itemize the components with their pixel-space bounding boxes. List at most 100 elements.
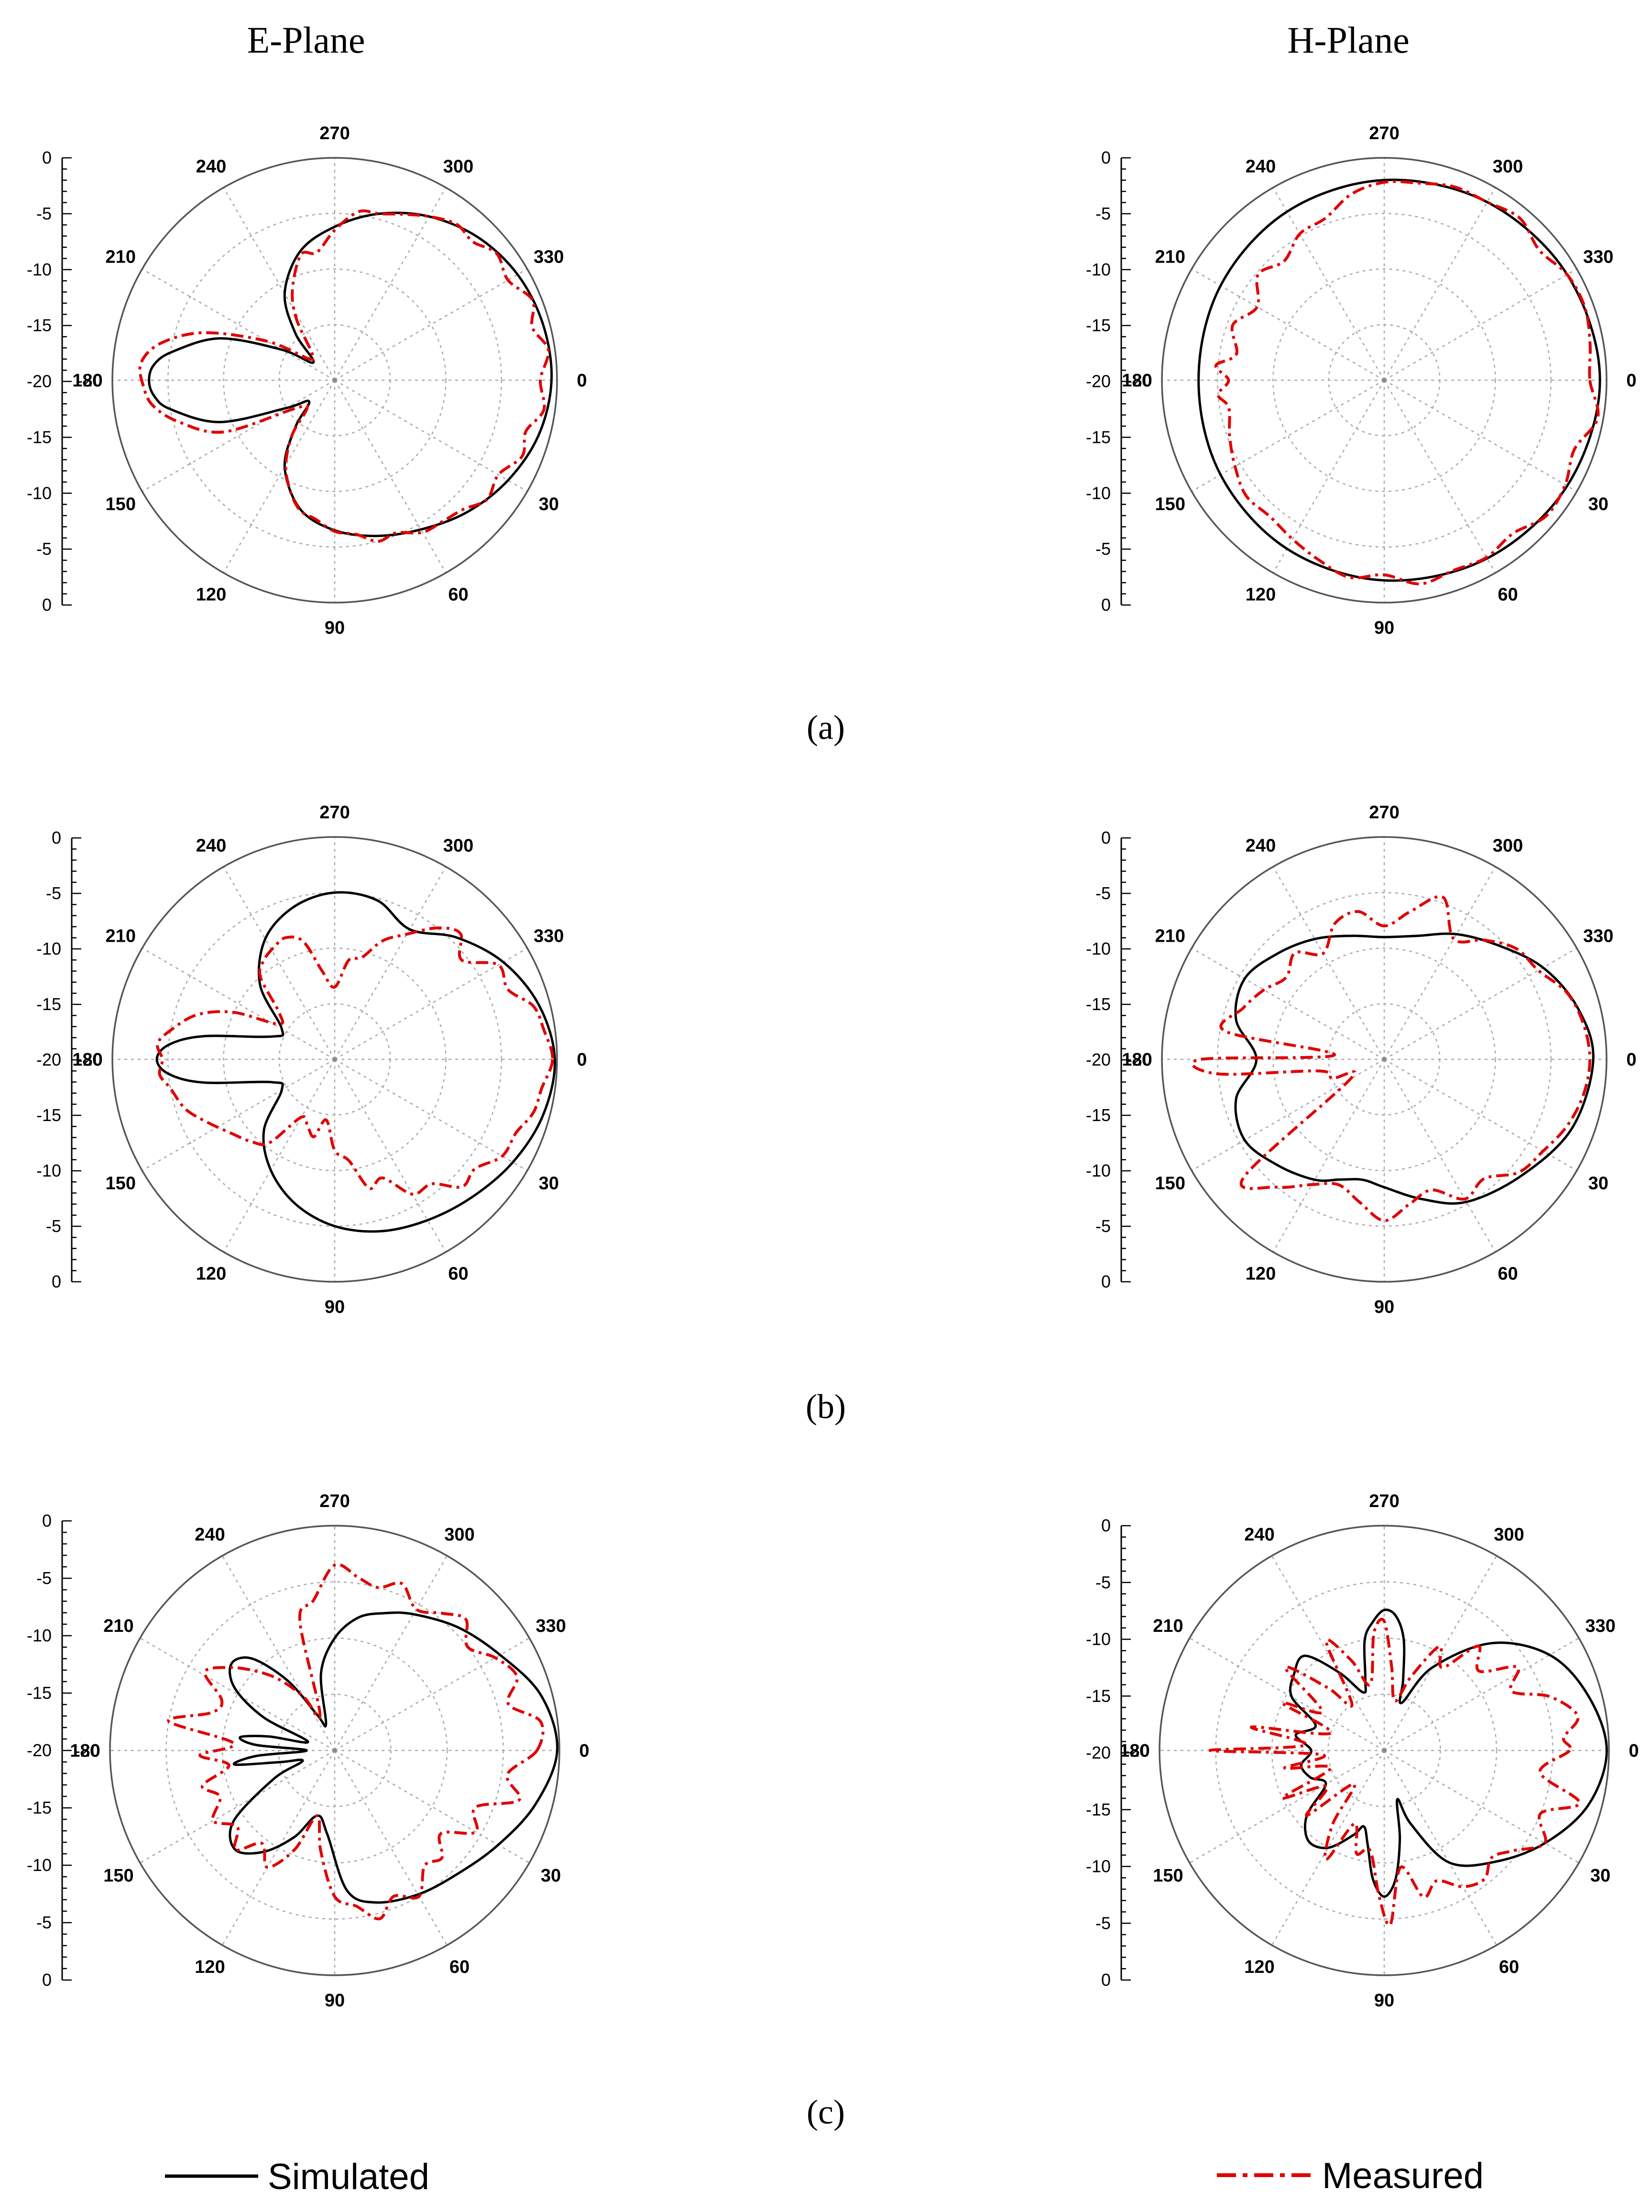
angle-label: 330 [1585,1616,1615,1636]
radial-label-180: -20 [1124,1741,1149,1761]
angle-label: 300 [1493,836,1523,856]
angle-label: 90 [1374,618,1394,638]
radial-label-180: -20 [1127,1050,1151,1069]
angle-label: 330 [1583,247,1613,267]
radial-axis-label: -5 [1095,1573,1111,1592]
outer-circle [111,836,558,1283]
angle-label: 330 [534,247,564,267]
center-dot [1382,378,1386,382]
angle-label: 210 [1155,247,1185,267]
radial-axis-label: -10 [27,483,52,503]
angle-label: 120 [196,1264,226,1284]
column-title-e-plane: E-Plane [247,19,365,61]
grid-circle [1271,1637,1498,1864]
radial-axis-label: -20 [1086,1050,1111,1069]
grid-circle [1272,268,1496,492]
radial-axis-label: 0 [1101,1272,1111,1291]
angle-label: 240 [196,836,226,856]
grid-circle [223,268,447,492]
grid-circle [167,213,502,548]
angle-label: 210 [106,247,136,267]
radial-axis-label: -10 [1086,1857,1111,1876]
radial-axis-label: -20 [36,1050,61,1069]
center-dot [333,1749,337,1752]
radial-axis-label: 0 [42,595,52,615]
radial-axis-label: -5 [36,1568,52,1588]
angle-label: 270 [319,1491,350,1511]
polar-chart-a-e-plane: 0 30 60 90 120 150 180 210 240 270 300 330 0 -5 -10 -15… [27,123,587,638]
angle-label: 120 [196,585,226,605]
angle-label: 330 [1583,926,1613,946]
angle-label: 180 [1122,371,1152,391]
angle-label: 270 [1369,1491,1399,1511]
angle-label: 270 [1369,123,1399,143]
angle-label: 90 [1374,1991,1394,2011]
radial-axis-label: -5 [46,1216,61,1236]
angle-label: 0 [1626,1050,1636,1070]
center-dot [1382,1749,1386,1752]
angle-label: 0 [1626,371,1636,391]
angle-label: 330 [534,926,564,946]
polar-chart-c-e-plane: 0 30 60 90 120 150 180 210 240 270 300 330 0 -5 -10 -15… [27,1491,590,2011]
radial-axis-label: 0 [42,1511,52,1530]
polar-chart-c-h-plane: 0 30 60 90 120 150 180 210 240 270 300 330 0 -5 -10 -15… [1086,1491,1639,2011]
outer-circle [111,157,558,604]
angle-label: 90 [1374,1297,1394,1317]
legend-simulated-label: Simulated [268,2157,429,2197]
angle-label: 60 [448,585,468,605]
radial-axis-label: -10 [1086,483,1111,503]
angle-label: 120 [195,1957,225,1977]
angle-label: 60 [1498,1264,1518,1284]
series-measured-line [156,926,554,1196]
series-simulated-line [155,891,556,1233]
row-label-b: (b) [806,1387,846,1426]
row-label-a: (a) [807,708,845,747]
radial-axis-label: -15 [1086,994,1111,1014]
angle-label: 30 [1590,1866,1610,1886]
angle-label: 300 [1493,156,1523,176]
radial-axis-label: -5 [36,204,52,223]
radial-axis-label: -15 [1086,1800,1111,1819]
angle-label: 90 [325,618,345,638]
radial-axis-label: 0 [52,1272,61,1291]
radial-axis-label: -5 [36,1913,52,1932]
grid-circle [1217,213,1552,548]
radial-axis-label: -10 [1086,1629,1111,1649]
radial-axis-label: 0 [1101,1970,1111,1990]
angle-label: 180 [72,371,102,391]
radial-axis-label: -10 [27,1855,52,1875]
angle-label: 90 [325,1991,345,2011]
radial-axis-label: -5 [1095,1913,1111,1933]
radial-axis-label: -5 [46,883,61,903]
radial-axis-label: -15 [1086,1686,1111,1706]
radial-axis-label: -15 [36,1105,61,1125]
angle-label: 120 [1246,585,1276,605]
radial-axis-label: 0 [52,828,61,847]
angle-label: 60 [1498,585,1518,605]
radial-axis-label: 0 [1101,595,1111,615]
radial-axis-label: -10 [36,939,61,958]
radial-axis-label: -5 [36,539,52,559]
angle-label: 240 [1244,1525,1274,1545]
radial-label-180: -20 [77,1050,102,1069]
radial-axis-label: -10 [27,1626,52,1645]
angle-label: 150 [1155,1174,1185,1194]
radial-axis-label: 0 [42,148,52,167]
polar-chart-b-h-plane: 03060901201501802102402703003300-5-10-15… [1086,803,1637,1317]
grid-circle [1272,947,1496,1171]
radial-axis-label: -15 [27,316,52,335]
angle-label: 0 [577,1050,587,1070]
angle-label: 330 [536,1616,566,1636]
angle-label: 120 [1244,1957,1274,1977]
radial-axis-label: -10 [36,1161,61,1180]
radial-axis-label: -20 [1086,1743,1111,1762]
radial-label-180: -20 [1127,371,1151,390]
series-measured-line [138,209,550,543]
angle-label: 240 [1246,836,1276,856]
angle-label: 210 [1155,926,1185,946]
angle-label: 60 [448,1264,468,1284]
radial-axis-label: -15 [36,994,61,1014]
outer-circle [1161,836,1608,1283]
